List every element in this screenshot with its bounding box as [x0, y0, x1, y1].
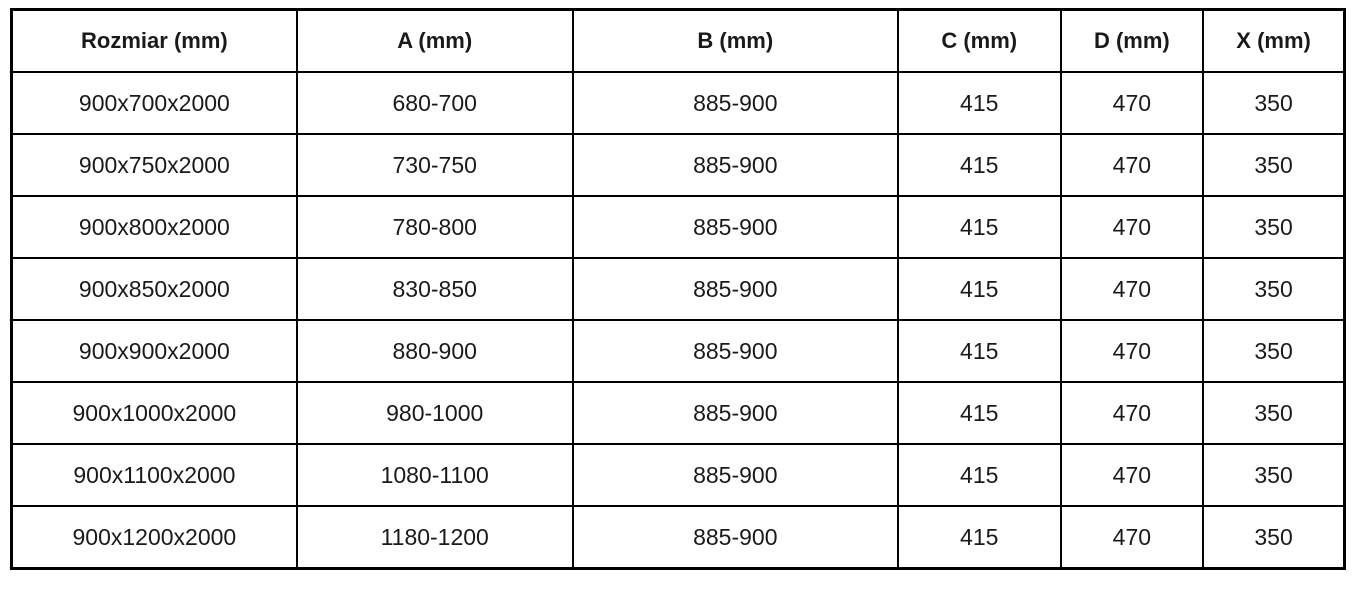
- table-row: 900x850x2000 830-850 885-900 415 470 350: [10, 257, 1346, 321]
- table-cell: 350: [1202, 381, 1346, 445]
- header-cell: C (mm): [896, 8, 1062, 73]
- table-cell: 470: [1059, 505, 1205, 570]
- table-cell: 470: [1059, 443, 1205, 507]
- header-cell: X (mm): [1202, 8, 1346, 73]
- table-cell: 350: [1202, 443, 1346, 507]
- table-cell: 885-900: [571, 443, 899, 507]
- table-cell: 415: [896, 133, 1062, 197]
- table-cell: 900x750x2000: [10, 133, 298, 197]
- table-cell: 415: [896, 319, 1062, 383]
- table-cell: 885-900: [571, 505, 899, 570]
- table-cell: 900x1200x2000: [10, 505, 298, 570]
- table-row: 900x900x2000 880-900 885-900 415 470 350: [10, 319, 1346, 383]
- size-table: Rozmiar (mm) A (mm) B (mm) C (mm) D (mm) X (m…: [10, 8, 1346, 570]
- header-cell: A (mm): [295, 8, 574, 73]
- table-cell: 415: [896, 505, 1062, 570]
- size-table-container: Rozmiar (mm) A (mm) B (mm) C (mm) D (mm) X (m…: [10, 8, 1346, 570]
- table-cell: 415: [896, 381, 1062, 445]
- table-cell: 900x1000x2000: [10, 381, 298, 445]
- table-cell: 350: [1202, 257, 1346, 321]
- table-cell: 680-700: [295, 71, 574, 135]
- table-cell: 415: [896, 443, 1062, 507]
- table-cell: 900x1100x2000: [10, 443, 298, 507]
- table-cell: 415: [896, 71, 1062, 135]
- table-row: 900x1100x2000 1080-1100 885-900 415 470 350: [10, 443, 1346, 507]
- table-cell: 730-750: [295, 133, 574, 197]
- table-row: 900x1000x2000 980-1000 885-900 415 470 350: [10, 381, 1346, 445]
- table-cell: 780-800: [295, 195, 574, 259]
- table-cell: 885-900: [571, 257, 899, 321]
- table-cell: 470: [1059, 195, 1205, 259]
- table-row: 900x700x2000 680-700 885-900 415 470 350: [10, 71, 1346, 135]
- table-cell: 470: [1059, 319, 1205, 383]
- table-cell: 900x800x2000: [10, 195, 298, 259]
- table-row: 900x750x2000 730-750 885-900 415 470 350: [10, 133, 1346, 197]
- header-cell: Rozmiar (mm): [10, 8, 298, 73]
- table-cell: 415: [896, 195, 1062, 259]
- table-cell: 900x900x2000: [10, 319, 298, 383]
- table-cell: 880-900: [295, 319, 574, 383]
- header-row: Rozmiar (mm) A (mm) B (mm) C (mm) D (mm) X (m…: [10, 8, 1346, 73]
- header-cell: B (mm): [571, 8, 899, 73]
- table-cell: 350: [1202, 505, 1346, 570]
- table-cell: 350: [1202, 319, 1346, 383]
- table-cell: 1180-1200: [295, 505, 574, 570]
- table-cell: 900x850x2000: [10, 257, 298, 321]
- table-cell: 885-900: [571, 319, 899, 383]
- table-cell: 350: [1202, 133, 1346, 197]
- table-cell: 885-900: [571, 133, 899, 197]
- table-cell: 980-1000: [295, 381, 574, 445]
- table-row: 900x1200x2000 1180-1200 885-900 415 470 350: [10, 505, 1346, 570]
- table-cell: 470: [1059, 257, 1205, 321]
- table-cell: 885-900: [571, 381, 899, 445]
- table-cell: 885-900: [571, 71, 899, 135]
- table-row: 900x800x2000 780-800 885-900 415 470 350: [10, 195, 1346, 259]
- table-cell: 900x700x2000: [10, 71, 298, 135]
- table-cell: 830-850: [295, 257, 574, 321]
- table-cell: 885-900: [571, 195, 899, 259]
- table-cell: 470: [1059, 381, 1205, 445]
- table-cell: 350: [1202, 71, 1346, 135]
- table-cell: 1080-1100: [295, 443, 574, 507]
- table-cell: 470: [1059, 71, 1205, 135]
- header-cell: D (mm): [1059, 8, 1205, 73]
- table-cell: 415: [896, 257, 1062, 321]
- table-cell: 470: [1059, 133, 1205, 197]
- table-cell: 350: [1202, 195, 1346, 259]
